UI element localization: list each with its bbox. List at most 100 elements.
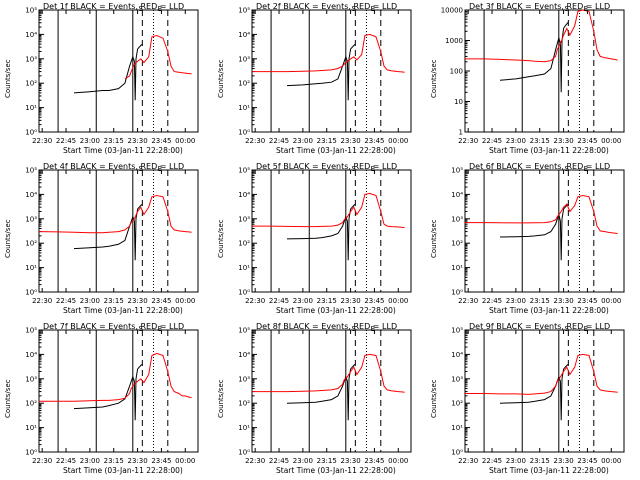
y-tick-label: 10³: [451, 215, 463, 223]
chart-svg: 22:30 22:45 23:00 23:15 23:30 23:45 00:00 10⁰ 10…: [238, 325, 412, 465]
panel-title: Det 1f BLACK = Events, RED = LLD: [43, 2, 185, 11]
x-tick-label: 23:45: [151, 137, 171, 145]
detector-panel-7: 22:30 22:45 23:00 23:15 23:30 23:45 00:00 10⁰ 10…: [0, 320, 213, 480]
y-tick-label: 10¹: [451, 424, 463, 432]
x-tick-label: 23:30: [553, 457, 573, 465]
x-tick-label: 00:00: [388, 297, 408, 305]
x-tick-label: 23:15: [530, 137, 550, 145]
y-axis-label: Counts/sec: [4, 59, 12, 98]
detector-panel-1: 22:30 22:45 23:00 23:15 23:30 23:45 00:00 10⁰ 10…: [0, 0, 213, 160]
plot-frame: [251, 9, 412, 133]
y-tick-label: 10²: [25, 240, 37, 248]
y-tick-label: 10⁴: [25, 351, 37, 359]
y-tick-label: 10⁴: [238, 31, 250, 39]
x-tick-label: 23:15: [104, 137, 124, 145]
x-tick-label: 23:45: [364, 297, 384, 305]
y-tick-label: 10⁵: [25, 7, 37, 15]
y-tick-label: 100: [450, 68, 463, 76]
x-tick-label: 23:30: [340, 297, 360, 305]
series-events-line: [499, 363, 569, 421]
marker-label: E: [371, 5, 375, 13]
y-tick-label: 10⁵: [25, 167, 37, 175]
y-tick-label: 10⁰: [25, 449, 37, 457]
y-axis-label: Counts/sec: [4, 219, 12, 258]
marker-label: E: [158, 165, 162, 173]
plot-frame: [38, 9, 199, 133]
detector-panel-8: 22:30 22:45 23:00 23:15 23:30 23:45 00:00 10⁰ 10…: [213, 320, 426, 480]
series-lld-line: [39, 352, 192, 402]
y-tick-label: 10⁰: [238, 289, 250, 297]
marker-label: E: [371, 165, 375, 173]
x-tick-label: 22:45: [482, 297, 502, 305]
x-tick-label: 22:45: [56, 297, 76, 305]
x-tick-label: 22:45: [482, 457, 502, 465]
x-tick-label: 23:45: [577, 457, 597, 465]
x-tick-label: 22:30: [245, 457, 265, 465]
marker-label: E: [371, 325, 375, 333]
y-tick-label: 10¹: [451, 264, 463, 272]
series-events-line: [73, 203, 143, 261]
y-tick-label: 10⁴: [238, 191, 250, 199]
marker-label: E: [584, 325, 588, 333]
x-tick-label: 23:15: [530, 297, 550, 305]
x-tick-label: 22:30: [32, 457, 52, 465]
x-tick-label: 23:00: [293, 297, 313, 305]
x-tick-label: 23:45: [364, 137, 384, 145]
plot-frame: [464, 169, 625, 293]
x-tick-label: 00:00: [601, 457, 621, 465]
chart-svg: 22:30 22:45 23:00 23:15 23:30 23:45 00:00 10⁰ 10…: [25, 5, 199, 145]
x-tick-label: 23:00: [80, 457, 100, 465]
y-tick-label: 10²: [238, 240, 250, 248]
y-axis-label: Counts/sec: [217, 379, 225, 418]
y-tick-label: 10¹: [25, 424, 37, 432]
x-tick-label: 23:15: [317, 457, 337, 465]
x-tick-label: 00:00: [601, 137, 621, 145]
series-lld-line: [465, 194, 618, 234]
chart-svg: 22:30 22:45 23:00 23:15 23:30 23:45 00:00 10⁰ 10…: [25, 325, 199, 465]
x-tick-label: 00:00: [388, 457, 408, 465]
x-tick-label: 23:00: [293, 137, 313, 145]
x-axis-label: Start Time (03-Jan-11 22:28:00): [276, 466, 396, 475]
y-tick-label: 10⁴: [451, 351, 463, 359]
panel-title: Det 7f BLACK = Events, RED = LLD: [43, 322, 185, 331]
x-tick-label: 23:45: [364, 457, 384, 465]
y-tick-label: 10³: [238, 375, 250, 383]
x-tick-label: 22:30: [32, 297, 52, 305]
series-events-line: [286, 43, 356, 101]
x-tick-label: 23:00: [506, 297, 526, 305]
panel-title: Det 5f BLACK = Events, RED = LLD: [256, 162, 398, 171]
series-events-line: [73, 363, 143, 421]
series-lld-line: [465, 353, 618, 395]
x-tick-label: 23:00: [80, 297, 100, 305]
marker-label: S: [139, 325, 144, 333]
plot-frame: [464, 329, 625, 453]
marker-label: S: [352, 5, 357, 13]
chart-svg: 22:30 22:45 23:00 23:15 23:30 23:45 00:00 10⁰ 10…: [451, 325, 625, 465]
detector-panel-2: 22:30 22:45 23:00 23:15 23:30 23:45 00:00 10⁰ 10…: [213, 0, 426, 160]
y-tick-label: 10⁰: [451, 449, 463, 457]
y-tick-label: 10²: [25, 80, 37, 88]
x-tick-label: 22:45: [269, 137, 289, 145]
marker-label: S: [565, 5, 570, 13]
x-tick-label: 22:45: [269, 297, 289, 305]
chart-svg: 22:30 22:45 23:00 23:15 23:30 23:45 00:00 10⁰ 10…: [238, 165, 412, 305]
x-axis-label: Start Time (03-Jan-11 22:28:00): [489, 306, 609, 315]
y-tick-label: 10²: [451, 400, 463, 408]
plot-frame: [38, 329, 199, 453]
x-tick-label: 00:00: [175, 137, 195, 145]
y-tick-label: 10000: [441, 7, 463, 15]
x-tick-label: 23:30: [127, 457, 147, 465]
y-tick-label: 10⁵: [238, 7, 250, 15]
plot-frame: [251, 329, 412, 453]
y-axis-label: Counts/sec: [430, 59, 438, 98]
marker-label: S: [139, 165, 144, 173]
y-tick-label: 10³: [451, 375, 463, 383]
x-tick-label: 00:00: [175, 297, 195, 305]
y-tick-label: 10²: [451, 240, 463, 248]
y-tick-label: 10¹: [25, 264, 37, 272]
x-axis-label: Start Time (03-Jan-11 22:28:00): [63, 306, 183, 315]
x-tick-label: 23:45: [577, 137, 597, 145]
x-tick-label: 23:45: [151, 457, 171, 465]
y-tick-label: 10³: [25, 55, 37, 63]
x-tick-label: 00:00: [601, 297, 621, 305]
